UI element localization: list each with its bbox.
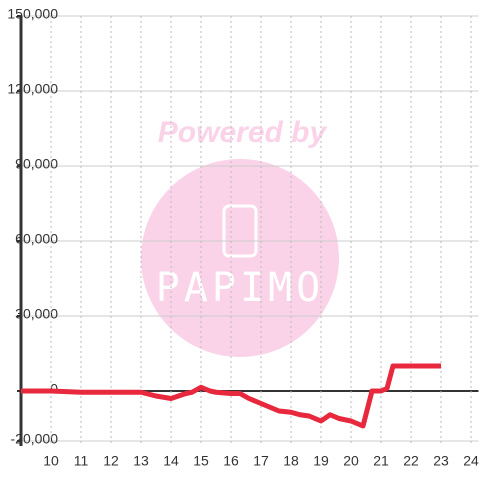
line-series bbox=[21, 363, 441, 429]
x-tick-label: 22 bbox=[403, 453, 419, 469]
y-tick-label: 90,000 bbox=[15, 156, 58, 172]
x-tick-label: 11 bbox=[74, 453, 89, 469]
x-tick-label: 23 bbox=[433, 453, 449, 469]
grid: -20,000030,00060,00090,000120,000150,000… bbox=[7, 6, 479, 469]
y-tick-label: 30,000 bbox=[15, 306, 58, 322]
watermark-icon bbox=[222, 204, 258, 258]
watermark-text: Powered by bbox=[158, 116, 328, 149]
y-tick-label: 60,000 bbox=[15, 231, 58, 247]
plot bbox=[21, 363, 441, 429]
x-tick-label: 14 bbox=[163, 453, 179, 469]
x-tick-label: 17 bbox=[253, 453, 269, 469]
y-tick-label: 150,000 bbox=[7, 6, 58, 22]
x-tick-label: 18 bbox=[283, 453, 299, 469]
watermark-logo: PAPIMO bbox=[156, 265, 325, 311]
x-tick-label: 21 bbox=[373, 453, 389, 469]
x-tick-label: 15 bbox=[193, 453, 209, 469]
x-tick-label: 16 bbox=[223, 453, 239, 469]
x-tick-label: 10 bbox=[43, 453, 59, 469]
x-tick-label: 13 bbox=[133, 453, 149, 469]
x-tick-label: 19 bbox=[313, 453, 329, 469]
x-tick-label: 24 bbox=[463, 453, 479, 469]
y-tick-label: -20,000 bbox=[11, 431, 59, 447]
watermark-circle bbox=[141, 159, 339, 357]
y-tick-label: 120,000 bbox=[7, 81, 58, 97]
x-tick-label: 20 bbox=[343, 453, 359, 469]
x-tick-label: 12 bbox=[103, 453, 119, 469]
